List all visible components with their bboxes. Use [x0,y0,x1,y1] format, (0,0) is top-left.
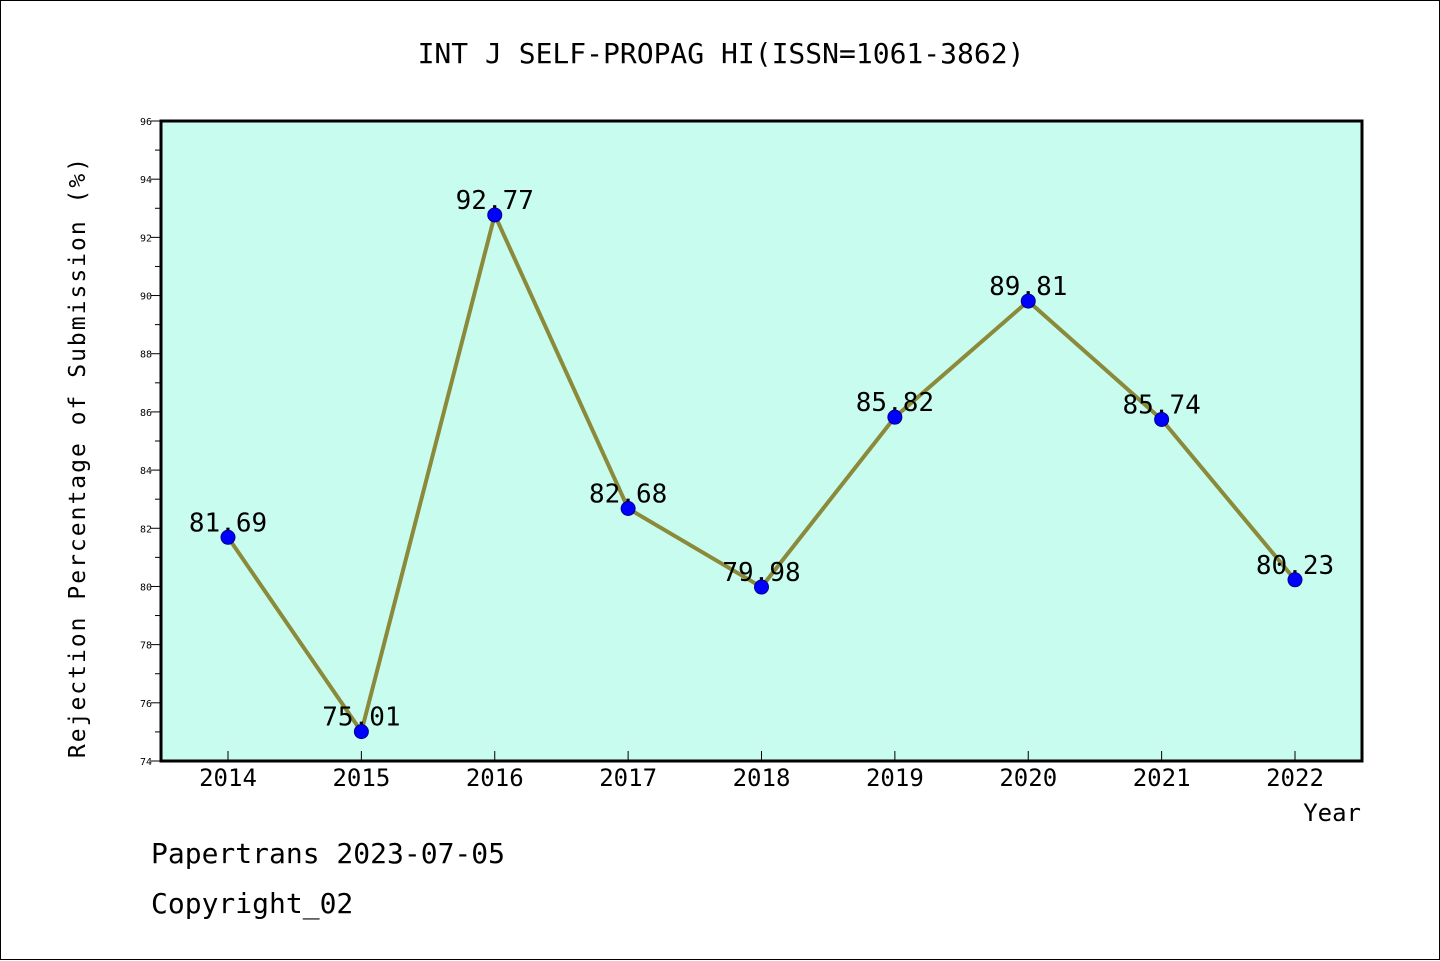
data-point [620,500,636,516]
x-tick-label: 2015 [332,764,390,792]
y-tick-label: 80 [140,582,152,593]
data-point [754,579,769,595]
y-tick-label: 90 [140,292,152,303]
footer-copyright: Copyright_02 [151,887,354,920]
chart-title: INT J SELF-PROPAG HI(ISSN=1061-3862) [417,37,1025,70]
y-axis-label: Rejection Percentage of Submission (%) [65,156,91,758]
y-tick-label: 94 [140,175,152,186]
x-axis-label: Year [1303,799,1361,827]
x-tick-label: 2019 [866,764,924,792]
plot-frame [159,119,1364,763]
x-tick-label: 2016 [466,764,524,792]
data-point [1154,411,1170,427]
x-tick-label: 2014 [199,764,257,792]
data-point [887,409,903,425]
data-point [220,529,236,545]
y-tick-label: 92 [140,233,152,244]
y-tick-label: 78 [140,641,152,652]
data-point [353,724,369,740]
data-point [487,207,503,223]
x-tick-label: 2022 [1266,764,1324,792]
x-tick-label: 2021 [1133,764,1191,792]
plot-area [161,121,1362,761]
y-tick-label: 88 [140,350,152,361]
data-point [1287,572,1303,588]
y-tick-label: 86 [140,408,152,419]
x-tick-label: 2018 [733,764,791,792]
x-tick-label: 2017 [599,764,657,792]
y-tick-label: 96 [140,117,152,128]
y-tick-label: 76 [140,699,152,710]
y-tick-label: 74 [140,757,152,768]
data-point [1020,293,1036,309]
y-tick-label: 84 [140,466,152,477]
footer-date: Papertrans 2023-07-05 [151,837,506,870]
x-tick-label: 2020 [999,764,1057,792]
y-tick-label: 82 [140,524,152,535]
